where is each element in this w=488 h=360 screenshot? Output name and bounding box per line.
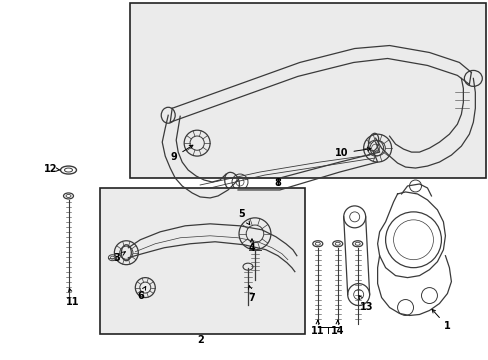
Text: 5: 5 xyxy=(238,209,249,225)
Text: 1: 1 xyxy=(431,309,450,332)
Text: 7: 7 xyxy=(248,285,255,302)
Text: 14: 14 xyxy=(330,320,344,336)
Text: 9: 9 xyxy=(170,145,192,162)
Text: 4: 4 xyxy=(248,239,255,253)
Text: 8: 8 xyxy=(274,178,281,188)
Text: 11: 11 xyxy=(65,288,79,306)
Bar xyxy=(100,188,304,334)
Text: 10: 10 xyxy=(334,148,370,158)
Bar xyxy=(130,3,486,178)
Text: 6: 6 xyxy=(137,287,145,301)
Text: 11: 11 xyxy=(310,320,324,336)
Text: 13: 13 xyxy=(358,296,373,311)
Text: 2: 2 xyxy=(196,336,203,345)
Text: 12: 12 xyxy=(44,164,60,174)
Text: 3: 3 xyxy=(113,252,125,263)
